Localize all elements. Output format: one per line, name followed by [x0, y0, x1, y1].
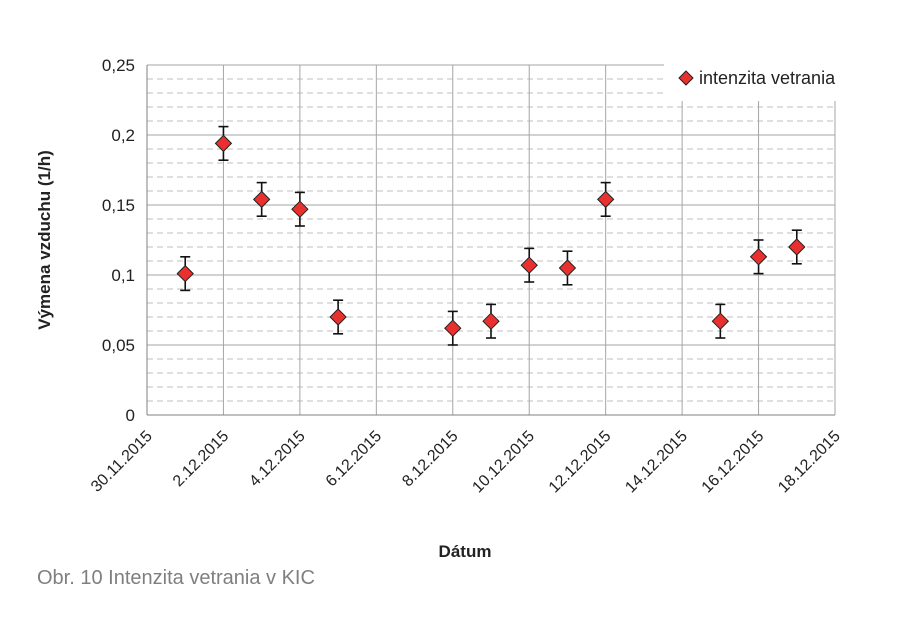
data-point [596, 190, 615, 209]
data-point [558, 259, 577, 277]
data-point [176, 264, 194, 283]
data-point [329, 308, 347, 326]
data-point [214, 134, 233, 153]
legend-box [664, 55, 864, 101]
x-tick-label: 6.12.2015 [323, 428, 385, 490]
data-point [711, 312, 730, 330]
y-tick-label: 0,15 [102, 196, 135, 215]
data-point [788, 238, 806, 256]
data-point [291, 200, 309, 218]
y-tick-label: 0,2 [111, 126, 135, 145]
x-tick-label: 16.12.2015 [699, 428, 768, 497]
data-point [482, 312, 500, 330]
x-tick-label: 18.12.2015 [775, 428, 844, 497]
y-axis-label: Výmena vzduchu (1/h) [35, 150, 54, 329]
legend-label: intenzita vetrania [699, 68, 836, 88]
legend-marker-diamond-icon [678, 70, 694, 86]
data-point [749, 248, 768, 266]
x-axis-label: Dátum [439, 542, 492, 561]
x-tick-label: 2.12.2015 [170, 428, 232, 490]
data-marks [176, 125, 806, 346]
y-tick-label: 0,25 [102, 56, 135, 75]
x-tick-label: 12.12.2015 [546, 428, 615, 497]
data-point [520, 256, 538, 274]
x-tick-label: 30.11.2015 [88, 428, 156, 496]
legend: intenzita vetrania [664, 55, 864, 101]
axes: 0 0,05 0,1 0,15 0,2 0,25 30.11.2015 2.12.2015 4.… [88, 56, 844, 496]
x-tick-label: 8.12.2015 [399, 428, 461, 490]
y-tick-label: 0 [126, 406, 135, 425]
data-point [252, 190, 271, 209]
y-tick-label: 0,05 [102, 336, 135, 355]
x-tick-label: 4.12.2015 [246, 428, 308, 490]
data-point [444, 319, 462, 337]
y-tick-label: 0,1 [111, 266, 135, 285]
figure-caption: Obr. 10 Intenzita vetrania v KIC [37, 567, 315, 589]
x-tick-label: 14.12.2015 [622, 428, 691, 497]
grid [146, 64, 836, 416]
x-tick-label: 10.12.2015 [469, 428, 538, 497]
